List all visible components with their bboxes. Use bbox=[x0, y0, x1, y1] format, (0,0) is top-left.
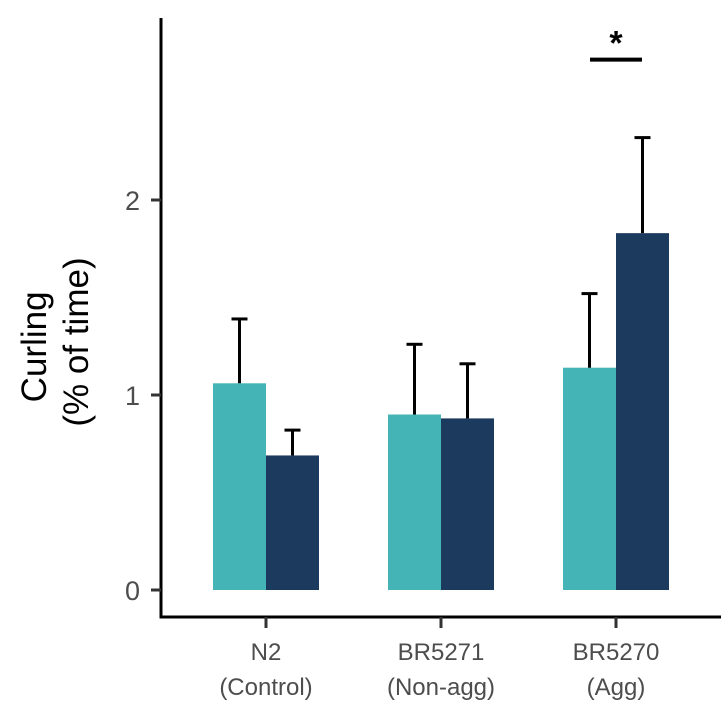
bar-s1-c2 bbox=[388, 414, 441, 590]
y-axis-label-line2: (% of time) bbox=[57, 257, 96, 426]
y-tick-label: 0 bbox=[125, 576, 140, 606]
y-axis-label-line1: Curling bbox=[15, 291, 54, 402]
error-bars bbox=[231, 136, 651, 456]
bar-s1-c3 bbox=[563, 367, 616, 590]
y-axis-label: Curling (% of time) bbox=[15, 257, 96, 426]
significance-star: * bbox=[609, 25, 623, 63]
x-ticks: N2 (Control) BR5271 (Non-agg) BR5270 (Agg) bbox=[219, 617, 659, 701]
x-tick-label-line2: (Control) bbox=[219, 674, 312, 701]
x-tick-label-line2: (Non-agg) bbox=[387, 674, 495, 701]
x-tick-label-line2: (Agg) bbox=[587, 674, 646, 701]
y-tick-label: 1 bbox=[125, 381, 140, 411]
bar-s1-c1 bbox=[213, 383, 266, 590]
y-tick-label: 2 bbox=[125, 186, 140, 216]
y-ticks: 0 1 2 bbox=[125, 186, 161, 606]
x-tick-label-line1: N2 bbox=[251, 639, 282, 666]
bars bbox=[213, 233, 669, 590]
bar-s2-c2 bbox=[441, 418, 494, 590]
bar-s2-c1 bbox=[266, 455, 319, 590]
bar-s2-c3 bbox=[616, 233, 669, 590]
x-tick-label-line1: BR5270 bbox=[573, 639, 660, 666]
significance-annotation: * bbox=[590, 25, 642, 63]
x-tick-label-line1: BR5271 bbox=[398, 639, 485, 666]
